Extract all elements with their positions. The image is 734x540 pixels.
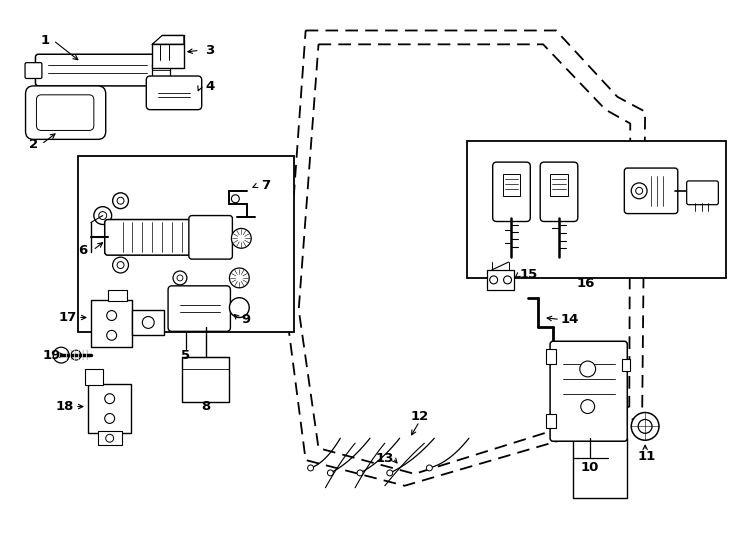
Circle shape — [117, 261, 124, 268]
Bar — [622, 359, 631, 371]
Bar — [152, 44, 184, 68]
Circle shape — [231, 228, 251, 248]
Circle shape — [231, 195, 239, 202]
Text: 4: 4 — [205, 80, 214, 93]
FancyBboxPatch shape — [493, 162, 530, 221]
Bar — [91, 300, 132, 347]
Bar — [487, 270, 515, 290]
Text: 6: 6 — [79, 244, 87, 256]
Bar — [573, 438, 628, 498]
Text: 11: 11 — [638, 450, 656, 463]
Text: 12: 12 — [410, 410, 429, 423]
Circle shape — [387, 470, 393, 476]
Circle shape — [173, 271, 187, 285]
Circle shape — [327, 470, 333, 476]
Bar — [550, 174, 568, 196]
Circle shape — [117, 197, 124, 204]
Circle shape — [504, 276, 512, 284]
Bar — [108, 290, 128, 301]
Text: 2: 2 — [29, 138, 38, 151]
Circle shape — [308, 465, 313, 471]
Bar — [152, 64, 170, 77]
Circle shape — [230, 268, 250, 288]
Bar — [182, 357, 230, 402]
Circle shape — [230, 298, 250, 318]
FancyBboxPatch shape — [168, 286, 230, 332]
Circle shape — [106, 330, 117, 340]
FancyBboxPatch shape — [189, 215, 233, 259]
FancyBboxPatch shape — [625, 168, 677, 214]
Circle shape — [71, 350, 81, 360]
Circle shape — [142, 316, 154, 328]
Bar — [546, 414, 556, 428]
Circle shape — [54, 347, 69, 363]
Bar — [467, 141, 726, 278]
Circle shape — [177, 275, 183, 281]
Circle shape — [105, 394, 115, 403]
FancyBboxPatch shape — [37, 95, 94, 131]
Circle shape — [580, 361, 595, 377]
Circle shape — [99, 212, 106, 220]
Text: 14: 14 — [561, 313, 579, 326]
Text: 17: 17 — [59, 311, 77, 324]
FancyBboxPatch shape — [687, 181, 719, 205]
Text: 15: 15 — [519, 268, 537, 281]
Bar — [85, 369, 103, 385]
Bar — [132, 309, 164, 335]
FancyBboxPatch shape — [25, 63, 42, 78]
Circle shape — [106, 434, 114, 442]
FancyBboxPatch shape — [26, 86, 106, 139]
Circle shape — [631, 183, 647, 199]
Text: 5: 5 — [181, 349, 190, 362]
Circle shape — [357, 470, 363, 476]
Circle shape — [631, 413, 659, 440]
FancyBboxPatch shape — [35, 54, 155, 86]
FancyBboxPatch shape — [105, 220, 195, 255]
Bar — [78, 156, 294, 332]
FancyBboxPatch shape — [550, 341, 628, 441]
Text: 3: 3 — [205, 44, 214, 57]
Text: 18: 18 — [56, 400, 74, 413]
Circle shape — [106, 310, 117, 320]
Text: 16: 16 — [576, 278, 595, 291]
Bar — [503, 174, 520, 196]
Circle shape — [112, 193, 128, 208]
Circle shape — [112, 257, 128, 273]
FancyBboxPatch shape — [146, 76, 202, 110]
FancyBboxPatch shape — [540, 162, 578, 221]
Text: 19: 19 — [42, 349, 60, 362]
Circle shape — [581, 400, 595, 414]
Text: 1: 1 — [41, 34, 50, 47]
Circle shape — [636, 187, 643, 194]
Text: 13: 13 — [376, 451, 394, 464]
Circle shape — [638, 420, 652, 433]
Bar — [88, 384, 131, 433]
Bar — [546, 349, 556, 364]
Circle shape — [426, 465, 432, 471]
Text: 7: 7 — [261, 179, 271, 192]
Text: 8: 8 — [201, 400, 211, 413]
Circle shape — [105, 414, 115, 423]
Text: 10: 10 — [581, 462, 599, 475]
Text: 9: 9 — [241, 313, 251, 326]
Bar — [98, 431, 122, 445]
Circle shape — [94, 207, 112, 225]
Circle shape — [490, 276, 498, 284]
